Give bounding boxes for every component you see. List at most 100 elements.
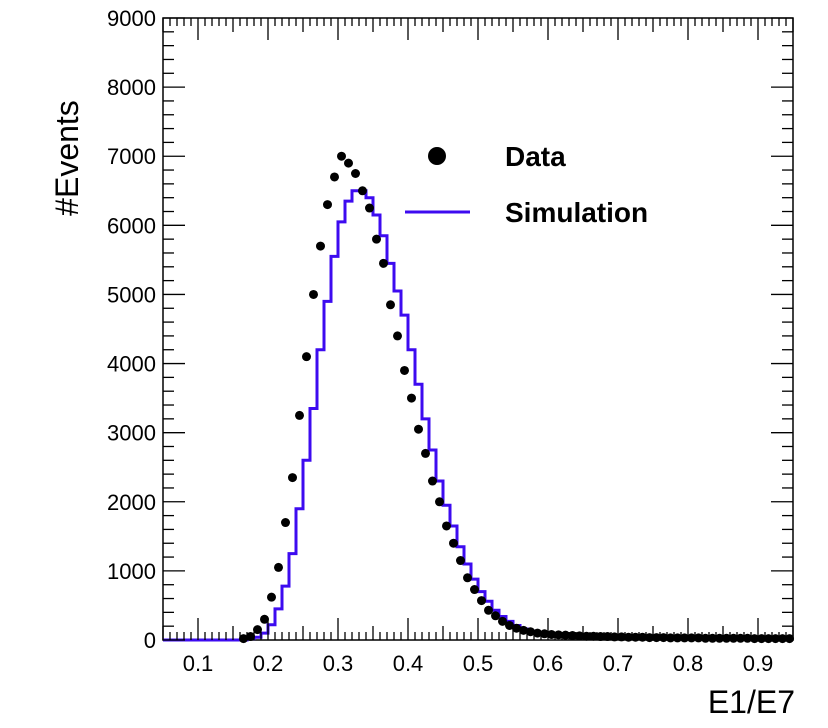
data-point — [309, 289, 318, 299]
y-tick-label: 0 — [144, 628, 156, 653]
x-tick-label: 0.3 — [323, 651, 354, 676]
x-tick-label: 0.8 — [673, 651, 704, 676]
x-tick-label: 0.1 — [183, 651, 214, 676]
data-point — [414, 424, 423, 434]
data-point — [540, 629, 549, 639]
data-point — [708, 633, 717, 643]
y-tick-label: 6000 — [107, 213, 156, 238]
data-point — [407, 393, 416, 403]
data-point — [372, 234, 381, 244]
data-point — [603, 632, 612, 642]
data-point — [785, 634, 794, 644]
data-point — [638, 632, 647, 642]
data-point — [610, 632, 619, 642]
data-point — [302, 352, 311, 362]
data-point — [351, 169, 360, 178]
legend-data-label: Data — [505, 141, 566, 172]
plot-frame — [162, 17, 794, 641]
x-tick-label: 0.6 — [533, 651, 564, 676]
y-axis-tick-labels: 0 1000 2000 3000 4000 5000 6000 7000 8000 9000 — [107, 6, 156, 653]
data-point — [680, 633, 689, 643]
data-point — [589, 631, 598, 641]
data-point — [491, 611, 500, 621]
data-point — [722, 633, 731, 643]
x-tick-label: 0.5 — [463, 651, 494, 676]
legend: Data Simulation — [405, 141, 648, 228]
data-point — [337, 151, 346, 161]
data-point — [757, 634, 766, 644]
data-point — [267, 592, 276, 602]
data-point — [477, 596, 486, 606]
x-tick-label: 0.7 — [603, 651, 634, 676]
data-point — [729, 633, 738, 643]
y-axis-ticks — [163, 17, 793, 641]
data-point — [673, 633, 682, 643]
y-axis-title: #Events — [49, 100, 85, 216]
data-point — [505, 620, 514, 630]
x-tick-label: 0.4 — [393, 651, 424, 676]
data-point — [295, 410, 304, 420]
legend-data-marker — [428, 147, 446, 165]
data-point — [344, 158, 353, 168]
legend-simulation-label: Simulation — [505, 197, 648, 228]
data-point — [778, 634, 787, 644]
data-point — [666, 633, 675, 643]
data-point — [288, 473, 297, 483]
data-point — [687, 633, 696, 643]
data-point — [701, 633, 710, 643]
data-point — [526, 627, 535, 637]
data-point — [547, 629, 556, 639]
data-point — [274, 562, 283, 572]
data-point — [561, 630, 570, 640]
data-point — [519, 625, 528, 635]
data-point — [253, 625, 262, 635]
data-point — [316, 241, 325, 251]
data-point — [330, 172, 339, 182]
data-point — [764, 634, 773, 644]
data-point — [484, 605, 493, 615]
data-point — [449, 538, 458, 548]
data-point — [771, 634, 780, 644]
data-point — [421, 448, 430, 458]
data-point — [498, 616, 507, 626]
data-point — [652, 633, 661, 643]
data-point — [260, 614, 269, 624]
y-tick-label: 8000 — [107, 75, 156, 100]
x-axis-ticks — [162, 18, 794, 640]
x-axis-title: E1/E7 — [708, 684, 795, 720]
data-point — [568, 631, 577, 641]
data-point — [456, 556, 465, 566]
data-point — [323, 200, 332, 210]
data-point — [575, 631, 584, 641]
data-point — [400, 365, 409, 375]
data-point — [631, 632, 640, 642]
data-point — [617, 632, 626, 642]
data-point — [512, 623, 521, 633]
plot-area — [162, 17, 794, 641]
y-tick-label: 9000 — [107, 6, 156, 31]
data-point — [358, 186, 367, 196]
data-point — [428, 476, 437, 486]
data-point — [582, 631, 591, 641]
simulation-histogram — [163, 189, 793, 642]
data-point — [533, 628, 542, 638]
data-point — [743, 633, 752, 643]
data-point — [715, 633, 724, 643]
data-point — [554, 630, 563, 640]
data-point — [736, 633, 745, 643]
y-tick-label: 4000 — [107, 352, 156, 377]
simulation-series — [163, 189, 793, 642]
data-point — [246, 632, 255, 642]
data-point — [386, 300, 395, 310]
data-point — [365, 203, 374, 213]
data-point — [379, 258, 388, 268]
x-axis-tick-labels: 0.1 0.2 0.3 0.4 0.5 0.6 0.7 0.8 0.9 — [183, 651, 774, 676]
data-point — [624, 632, 633, 642]
data-point — [596, 632, 605, 642]
x-tick-label: 0.2 — [253, 651, 284, 676]
y-tick-label: 3000 — [107, 421, 156, 446]
data-point — [645, 633, 654, 643]
data-point — [281, 518, 290, 528]
data-point — [393, 331, 402, 341]
